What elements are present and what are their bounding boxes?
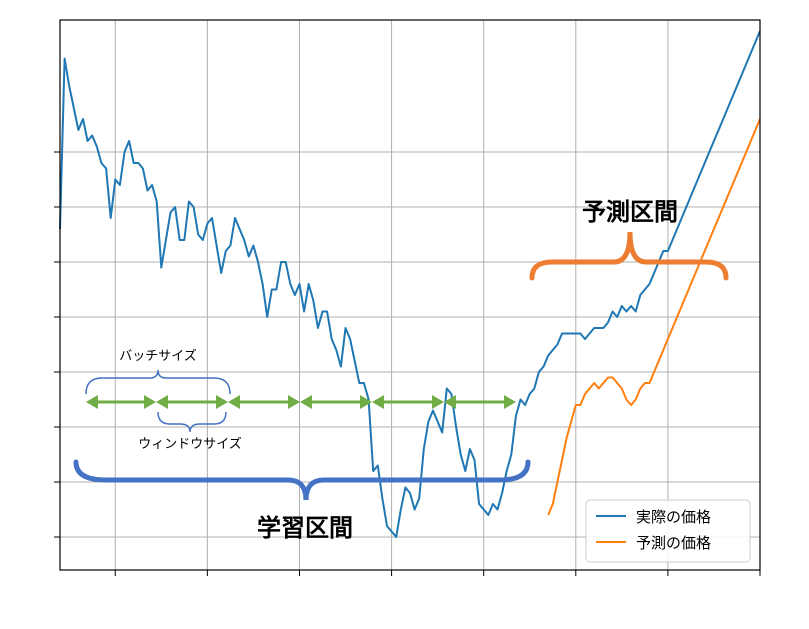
window-arrow: [228, 395, 300, 409]
batch-size-annotation: バッチサイズ: [85, 348, 231, 395]
window-arrow-head-right: [288, 395, 300, 409]
window-size-label: ウィンドウサイズ: [138, 436, 242, 452]
series-line-predicted: [547, 118, 761, 516]
window-arrow-head-left: [86, 395, 98, 409]
window-arrow: [300, 395, 372, 409]
legend-label-predicted: 予測の価格: [636, 534, 711, 552]
window-arrow-head-right: [144, 395, 156, 409]
window-size-brace: [157, 411, 227, 433]
series-lines: [59, 30, 761, 538]
window-arrow-head-right: [504, 395, 516, 409]
axis-ticks: [54, 151, 761, 576]
legend-label-actual: 実際の価格: [636, 508, 711, 526]
window-arrows: [86, 395, 516, 409]
batch-size-label: バッチサイズ: [119, 348, 197, 364]
window-arrow-head-right: [216, 395, 228, 409]
training-interval-brace: [73, 459, 531, 501]
window-arrow-head-left: [156, 395, 168, 409]
prediction-interval-annotation: 予測区間: [529, 198, 729, 281]
batch-size-brace: [85, 369, 231, 395]
window-arrow-head-right: [360, 395, 372, 409]
prediction-interval-brace: [529, 231, 729, 281]
training-interval-label: 学習区間: [257, 514, 353, 542]
window-arrow-head-left: [300, 395, 312, 409]
window-arrow: [86, 395, 156, 409]
training-interval-annotation: 学習区間: [73, 459, 531, 542]
window-arrow: [372, 395, 444, 409]
window-arrow: [444, 395, 516, 409]
window-size-annotation: ウィンドウサイズ: [138, 411, 242, 452]
series-line-actual: [59, 30, 761, 538]
window-arrow-head-right: [432, 395, 444, 409]
plot-frame: [59, 19, 761, 571]
legend-box: [585, 499, 751, 563]
window-arrow-head-left: [228, 395, 240, 409]
window-arrow-head-left: [372, 395, 384, 409]
window-arrow: [156, 395, 228, 409]
window-arrow-head-left: [444, 395, 456, 409]
legend: 実際の価格 予測の価格: [585, 499, 751, 563]
prediction-interval-label: 予測区間: [582, 198, 678, 226]
